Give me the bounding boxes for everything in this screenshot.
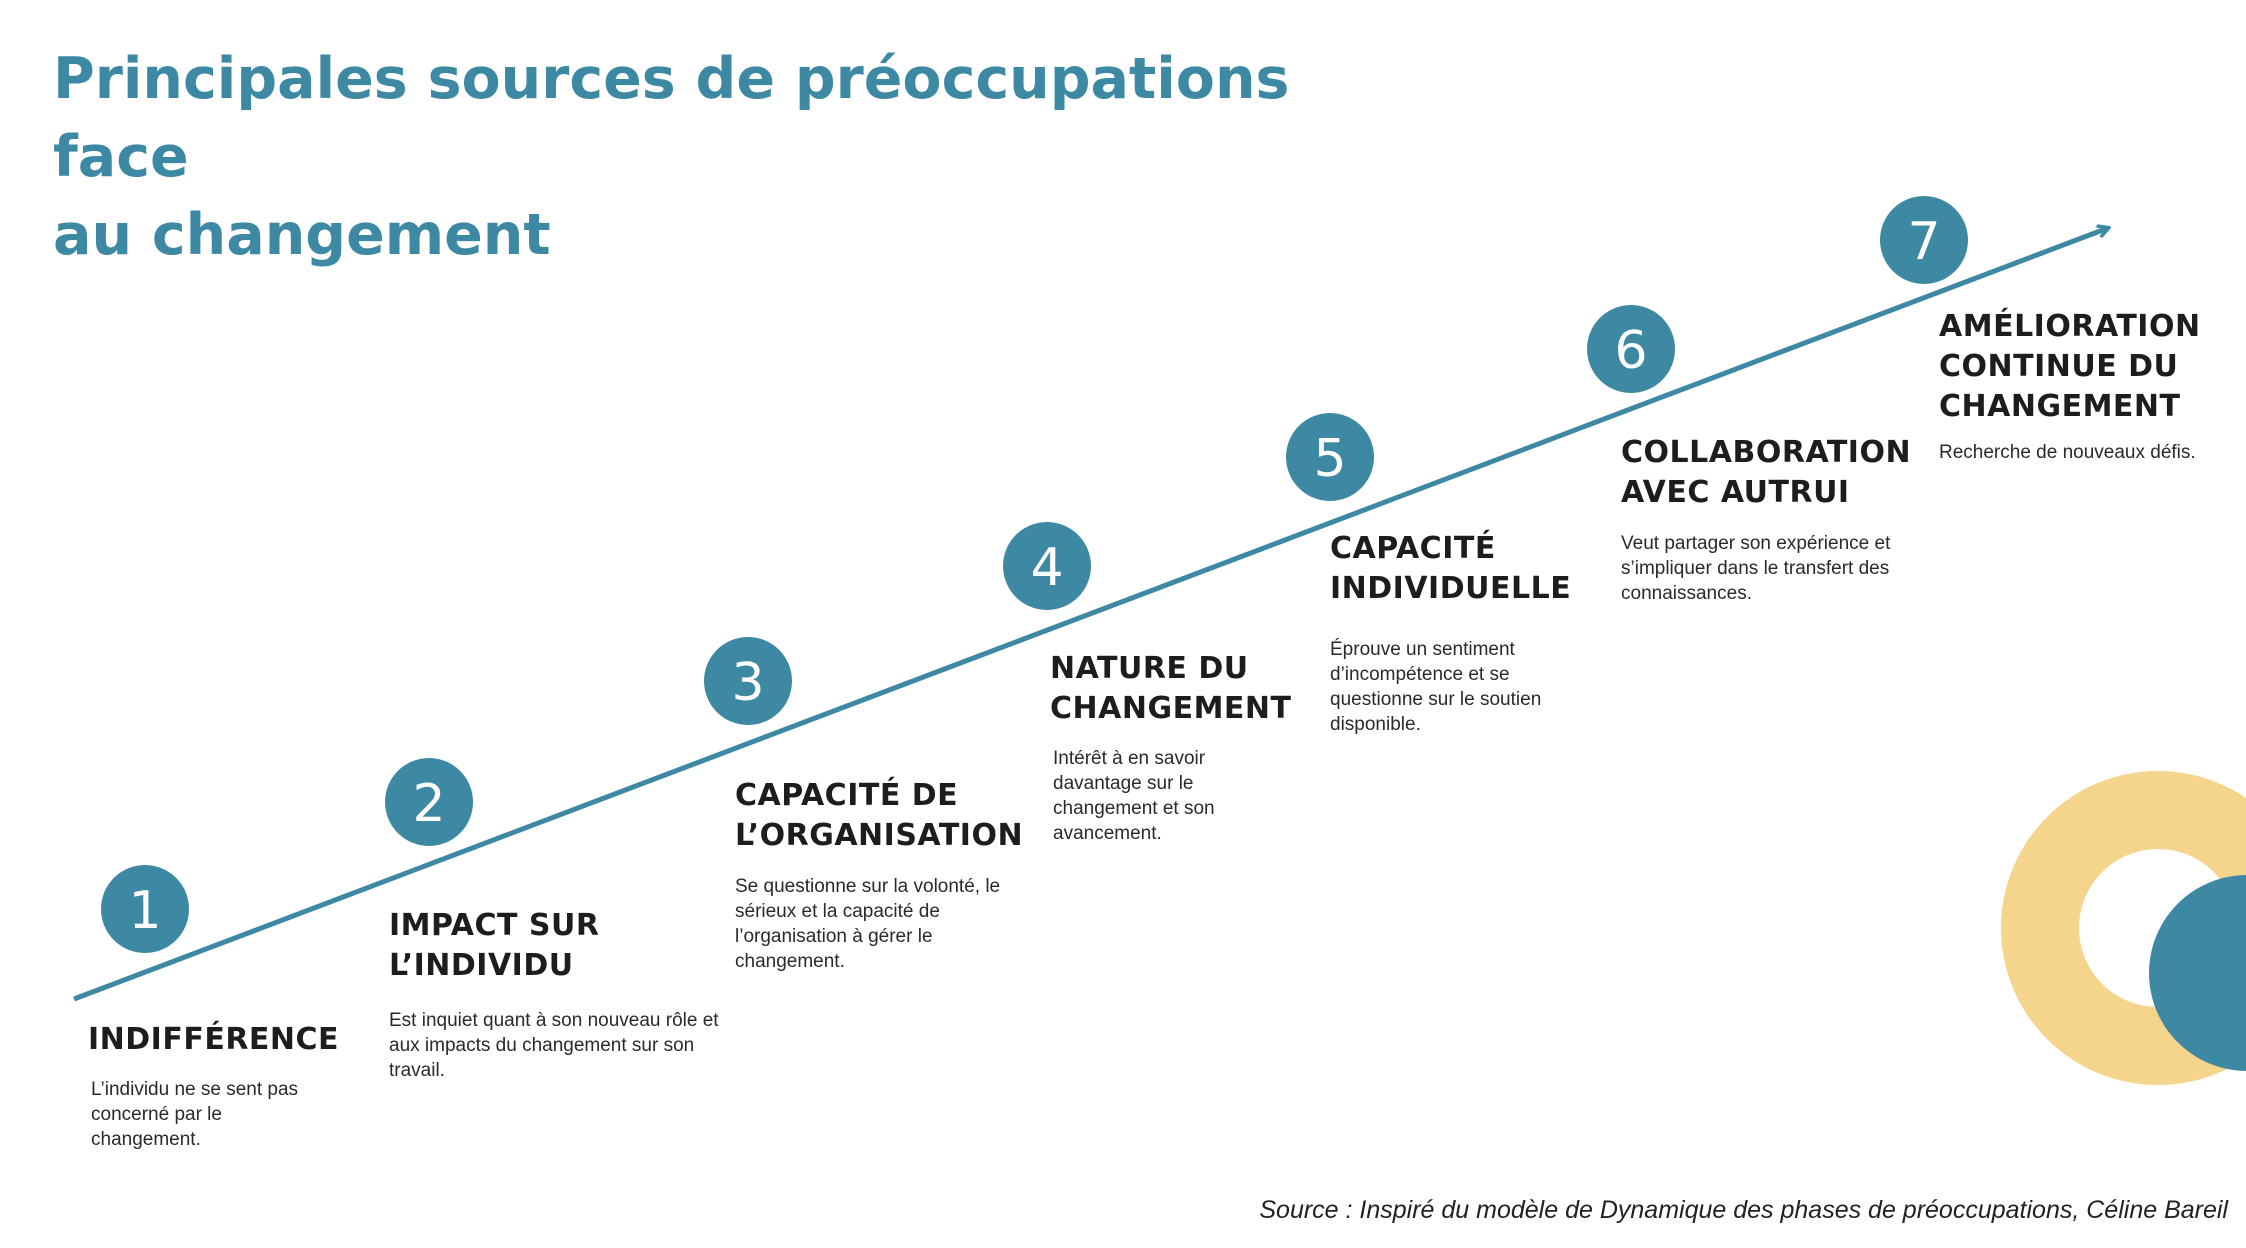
step-description-4: Intérêt à en savoir davantage sur le cha… — [1053, 748, 1215, 844]
step-6-label-line-2: AVEC AUTRUI — [1621, 475, 1850, 510]
step-number-5: 5 — [1313, 429, 1346, 489]
step-7-label-line-1: AMÉLIORATION — [1939, 309, 2201, 344]
progression-arrow — [73, 228, 2108, 1002]
step-badge-6: 6 — [1587, 305, 1675, 393]
step-description-2: Est inquiet quant à son nouveau rôle et … — [389, 1010, 719, 1081]
step-5-label-line-1: CAPACITÉ — [1330, 531, 1496, 566]
title-line-2: au changement — [53, 202, 551, 268]
decorative-circles — [2001, 771, 2246, 1085]
step-1-label-line-1: INDIFFÉRENCE — [88, 1022, 340, 1057]
yellow-ring-icon — [2001, 771, 2246, 1085]
step-3-label-line-2: L’ORGANISATION — [735, 818, 1024, 853]
step-description-3: Se questionne sur la volonté, le sérieux… — [735, 876, 1001, 972]
step-label-3: CAPACITÉ DE L’ORGANISATION — [735, 776, 1023, 856]
step-description-7: Recherche de nouveaux défis. — [1939, 442, 2196, 463]
step-description-1: L’individu ne se sent pas concerné par l… — [91, 1079, 299, 1150]
step-badge-1: 1 — [101, 865, 189, 953]
teal-disc-icon — [2149, 875, 2246, 1071]
step-7-label-line-3: CHANGEMENT — [1939, 389, 2181, 424]
step-number-6: 6 — [1614, 321, 1647, 381]
step-number-1: 1 — [128, 881, 161, 941]
step-description-5: Éprouve un sentiment d’incompétence et s… — [1330, 639, 1542, 735]
step-label-1: INDIFFÉRENCE — [88, 1020, 339, 1060]
step-4-label-line-1: NATURE DU — [1050, 651, 1249, 686]
step-number-4: 4 — [1030, 538, 1063, 598]
step-number-3: 3 — [731, 653, 764, 713]
step-label-5: CAPACITÉ INDIVIDUELLE — [1330, 529, 1571, 609]
step-label-2: IMPACT SUR L’INDIVIDU — [389, 906, 599, 986]
title-line-1: Principales sources de préoccupations fa… — [53, 46, 1290, 190]
step-5-label-line-2: INDIVIDUELLE — [1330, 571, 1572, 606]
step-number-2: 2 — [412, 774, 445, 834]
page-title: Principales sources de préoccupations fa… — [53, 40, 1353, 274]
step-description-6: Veut partager son expérience et s’impliq… — [1621, 533, 1891, 604]
source-citation: Source : Inspiré du modèle de Dynamique … — [1259, 1196, 2228, 1224]
step-number-7: 7 — [1907, 212, 1940, 272]
step-4-label-line-2: CHANGEMENT — [1050, 691, 1292, 726]
step-label-7: AMÉLIORATION CONTINUE DU CHANGEMENT — [1939, 307, 2201, 427]
step-7-label-line-2: CONTINUE DU — [1939, 349, 2179, 384]
step-badge-2: 2 — [385, 758, 473, 846]
step-2-label-line-1: IMPACT SUR — [389, 908, 600, 943]
step-badge-5: 5 — [1286, 413, 1374, 501]
step-badge-7: 7 — [1880, 196, 1968, 284]
step-badge-3: 3 — [704, 637, 792, 725]
step-label-4: NATURE DU CHANGEMENT — [1050, 649, 1291, 729]
step-6-label-line-1: COLLABORATION — [1621, 435, 1912, 470]
step-3-label-line-1: CAPACITÉ DE — [735, 778, 959, 813]
step-2-label-line-2: L’INDIVIDU — [389, 948, 574, 983]
step-label-6: COLLABORATION AVEC AUTRUI — [1621, 433, 1911, 513]
step-badge-4: 4 — [1003, 522, 1091, 610]
